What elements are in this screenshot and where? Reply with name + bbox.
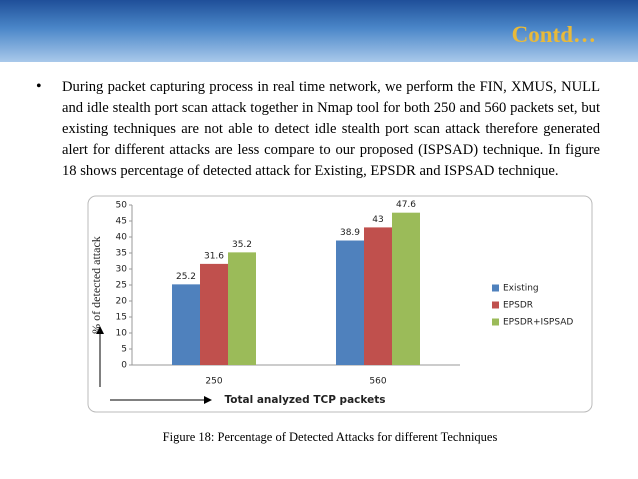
legend-label: EPSDR+ISPSAD <box>503 318 573 328</box>
legend-swatch <box>492 318 499 326</box>
bullet-mark: • <box>36 78 42 95</box>
x-axis-label: Total analyzed TCP packets <box>225 394 386 406</box>
slide-title: Contd… <box>511 22 596 47</box>
value-label: 35.2 <box>232 240 252 250</box>
value-label: 25.2 <box>176 272 196 282</box>
y-tick-label: 30 <box>116 265 128 275</box>
y-tick-label: 0 <box>121 361 127 371</box>
header-band <box>0 0 638 62</box>
figure-caption: Figure 18: Percentage of Detected Attack… <box>162 430 498 444</box>
legend-label: EPSDR <box>503 301 533 311</box>
bar <box>200 263 228 365</box>
y-tick-label: 40 <box>116 233 128 243</box>
y-tick-label: 50 <box>116 201 128 211</box>
y-tick-label: 25 <box>116 281 127 291</box>
x-tick-label: 560 <box>369 377 386 387</box>
x-arrow-head <box>204 396 212 404</box>
y-tick-label: 5 <box>121 345 127 355</box>
y-tick-label: 15 <box>116 313 127 323</box>
x-tick-label: 250 <box>205 377 222 387</box>
bar <box>336 240 364 365</box>
bar <box>172 284 200 365</box>
value-label: 43 <box>372 215 383 225</box>
legend-label: Existing <box>503 284 539 294</box>
bar <box>364 227 392 365</box>
bar <box>228 252 256 365</box>
y-arrow-head <box>96 326 104 334</box>
y-tick-label: 20 <box>116 297 128 307</box>
y-axis-label: % of detected attack <box>89 236 103 334</box>
value-label: 38.9 <box>340 228 360 238</box>
y-tick-label: 35 <box>116 249 127 259</box>
y-tick-label: 10 <box>116 329 128 339</box>
bullet-text: During packet capturing process in real … <box>62 79 600 179</box>
value-label: 47.6 <box>396 200 416 210</box>
legend-swatch <box>492 284 499 292</box>
bar <box>392 212 420 365</box>
y-tick-label: 45 <box>116 217 127 227</box>
value-label: 31.6 <box>204 251 224 261</box>
legend-swatch <box>492 301 499 309</box>
